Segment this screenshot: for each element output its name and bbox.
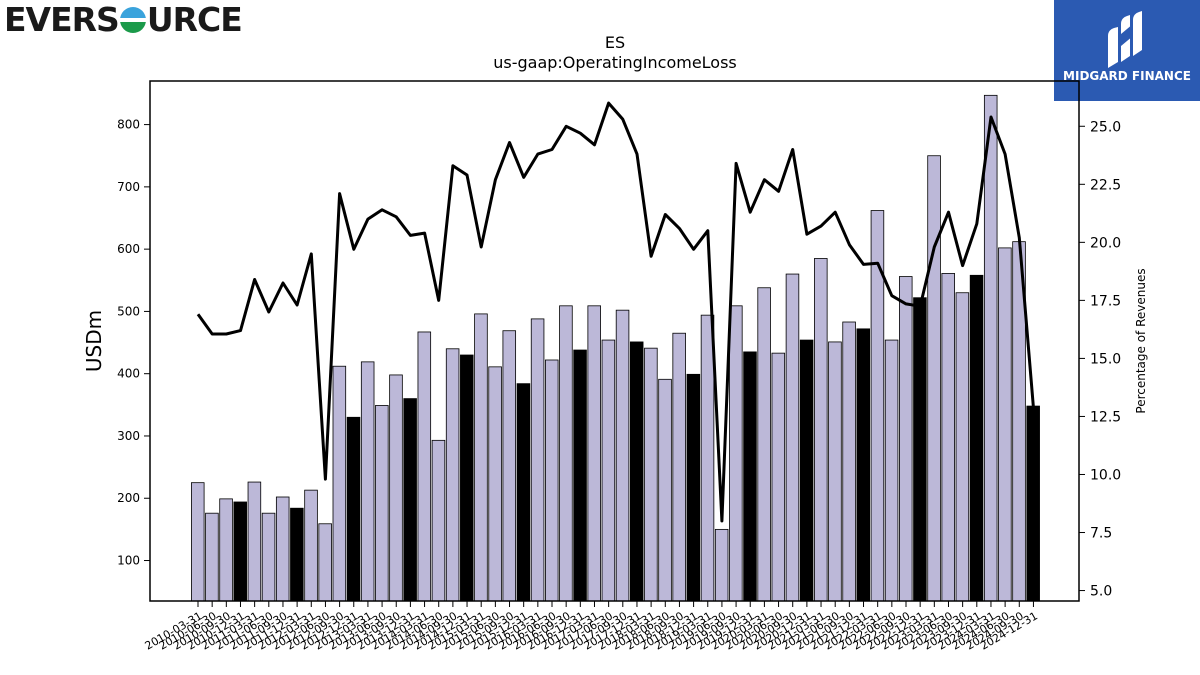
bar	[247, 481, 262, 602]
bar	[403, 398, 417, 602]
bar	[573, 349, 587, 602]
bar	[190, 482, 205, 602]
y-axis-label: USDm	[82, 310, 106, 372]
bar	[360, 361, 375, 602]
bar	[375, 405, 389, 602]
bar	[275, 496, 290, 602]
bar	[488, 366, 502, 602]
y2-axis-label: Percentage of Revenues	[1134, 268, 1148, 413]
bar	[304, 489, 318, 602]
y-tick-label: 300	[117, 429, 140, 443]
y-axis-right: 5.0 7.5 10.0 12.5 15.0 17.5 20.0 22.5 25.0	[1079, 119, 1121, 600]
ratio-series	[196, 101, 1035, 523]
y-tick-label: 400	[117, 367, 140, 381]
y2-tick-label: 20.0	[1090, 235, 1121, 251]
bar	[729, 305, 743, 602]
y-tick-label: 600	[117, 242, 140, 256]
chart-subtitle: us-gaap:OperatingIncomeLoss	[493, 53, 737, 72]
logo-brand-text: MIDGARD FINANCE	[1063, 69, 1191, 83]
bar	[714, 528, 729, 602]
bar	[587, 305, 601, 602]
y-tick-label: 800	[117, 118, 140, 132]
bar	[629, 341, 644, 602]
bar	[927, 155, 941, 602]
bar	[233, 501, 247, 602]
y-tick-label: 700	[117, 180, 140, 194]
ratio-line	[196, 101, 1035, 523]
bar	[389, 374, 403, 602]
bar	[545, 359, 559, 602]
y-axis-left: 100 200 300 400 500 600 700 800	[117, 118, 150, 568]
eversource-logo: EVERS URCE	[4, 0, 243, 39]
bar-series	[190, 94, 1040, 602]
y-tick-label: 500	[117, 304, 140, 318]
bar	[346, 416, 361, 602]
bar	[743, 351, 757, 602]
bar	[644, 347, 658, 602]
y2-tick-label: 15.0	[1090, 351, 1121, 367]
bar	[686, 373, 701, 602]
bar	[516, 383, 531, 602]
logo-text-after: URCE	[146, 0, 243, 39]
bar	[474, 313, 488, 602]
bar	[290, 507, 304, 602]
y2-tick-label: 12.5	[1090, 409, 1121, 425]
bar	[332, 365, 347, 602]
bar	[318, 523, 332, 602]
logo-text-before: EVERS	[4, 0, 120, 39]
y2-tick-label: 7.5	[1090, 526, 1112, 542]
bar	[658, 378, 672, 602]
bar	[431, 439, 446, 602]
bar	[757, 287, 771, 602]
bar	[530, 318, 545, 602]
chart-title: ES	[605, 33, 625, 52]
bar	[955, 292, 970, 602]
bar	[460, 354, 474, 602]
y-tick-label: 200	[117, 491, 140, 505]
bar	[983, 94, 998, 602]
bar	[445, 348, 460, 602]
y2-tick-label: 5.0	[1090, 584, 1112, 600]
bar	[601, 339, 616, 602]
bar	[205, 512, 219, 602]
bar	[771, 352, 786, 602]
bar	[219, 498, 233, 602]
y-tick-label: 100	[117, 554, 140, 568]
bar	[828, 341, 842, 602]
bar	[969, 274, 984, 602]
bar	[700, 314, 715, 602]
midgard-m-icon	[1108, 11, 1142, 68]
bar	[261, 512, 276, 602]
bar	[799, 339, 814, 602]
bar	[502, 330, 517, 602]
bar	[899, 276, 913, 602]
x-axis: 2010-03-312010-06-302010-09-302010-12-31…	[143, 601, 1040, 653]
bar	[842, 321, 856, 602]
plot-frame	[149, 80, 1080, 602]
bar	[998, 247, 1012, 602]
globe-o-icon	[119, 7, 146, 33]
bar	[615, 309, 630, 602]
bar	[814, 258, 828, 602]
bar	[672, 332, 686, 602]
bar	[1026, 405, 1040, 602]
bar	[417, 331, 432, 602]
bar	[884, 339, 899, 602]
y2-tick-label: 17.5	[1090, 293, 1121, 309]
bar	[941, 273, 955, 602]
bar	[785, 273, 800, 602]
bar	[913, 297, 927, 602]
y2-tick-label: 22.5	[1090, 177, 1121, 193]
y2-tick-label: 10.0	[1090, 467, 1121, 483]
bar	[856, 328, 871, 602]
y2-tick-label: 25.0	[1090, 119, 1121, 135]
bar	[559, 305, 573, 602]
